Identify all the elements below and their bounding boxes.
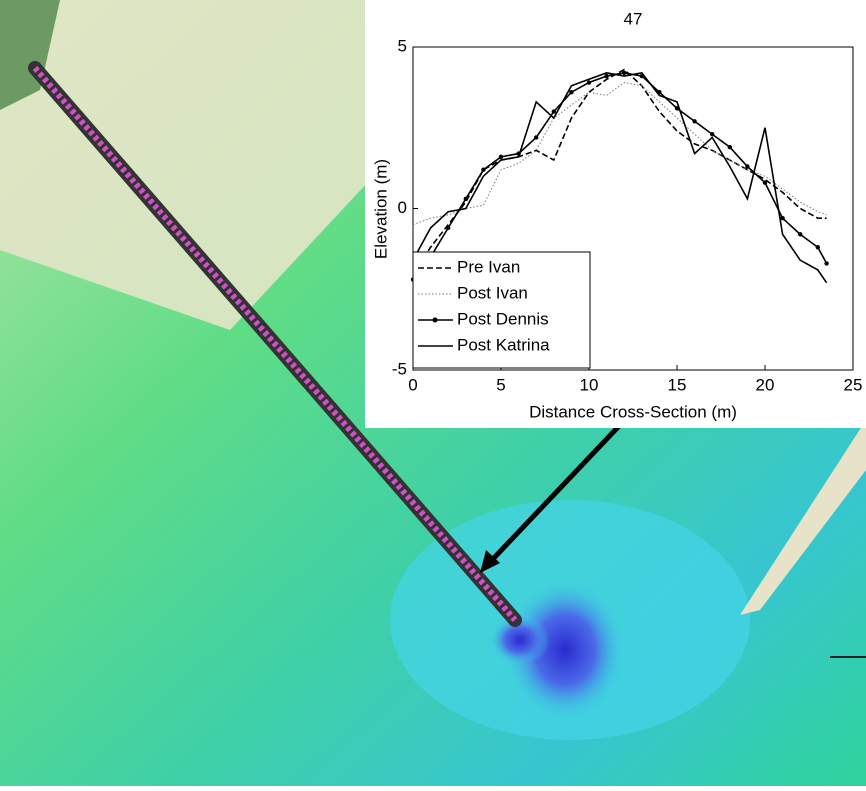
y-tick-label: -5 xyxy=(392,359,407,378)
series-marker xyxy=(710,132,714,136)
series-marker xyxy=(692,119,696,123)
series-marker xyxy=(587,80,591,84)
series-marker xyxy=(824,261,828,265)
series-marker xyxy=(446,226,450,230)
x-tick-label: 0 xyxy=(408,375,417,394)
series-marker xyxy=(745,164,749,168)
legend-label: Post Dennis xyxy=(457,309,549,328)
x-tick-label: 10 xyxy=(580,375,599,394)
series-marker xyxy=(499,155,503,159)
series-marker xyxy=(534,135,538,139)
legend: Pre Ivan Post Ivan Post Dennis Post Katrina xyxy=(413,252,590,368)
x-tick-label: 15 xyxy=(668,375,687,394)
series-marker xyxy=(780,216,784,220)
legend-label: Pre Ivan xyxy=(457,257,520,276)
series-marker xyxy=(481,168,485,172)
series-marker xyxy=(569,90,573,94)
series-marker xyxy=(464,197,468,201)
x-tick-label: 20 xyxy=(756,375,775,394)
series-marker xyxy=(728,145,732,149)
series-marker xyxy=(622,71,626,75)
y-tick-label: 0 xyxy=(398,198,407,217)
page: 47 Distance Cross-Section (m) Elevation … xyxy=(0,0,866,786)
y-tick-label: 5 xyxy=(398,36,407,55)
series-marker xyxy=(552,109,556,113)
y-axis-label: Elevation (m) xyxy=(371,159,390,259)
x-tick-label: 5 xyxy=(496,375,505,394)
series-marker xyxy=(816,245,820,249)
chart-title: 47 xyxy=(624,9,643,28)
x-tick-label: 25 xyxy=(844,375,863,394)
legend-label: Post Ivan xyxy=(457,283,528,302)
x-axis-label: Distance Cross-Section (m) xyxy=(529,402,737,421)
series-marker xyxy=(798,232,802,236)
series-marker xyxy=(763,180,767,184)
legend-label: Post Katrina xyxy=(457,335,550,354)
legend-marker xyxy=(433,318,438,323)
series-marker xyxy=(604,74,608,78)
